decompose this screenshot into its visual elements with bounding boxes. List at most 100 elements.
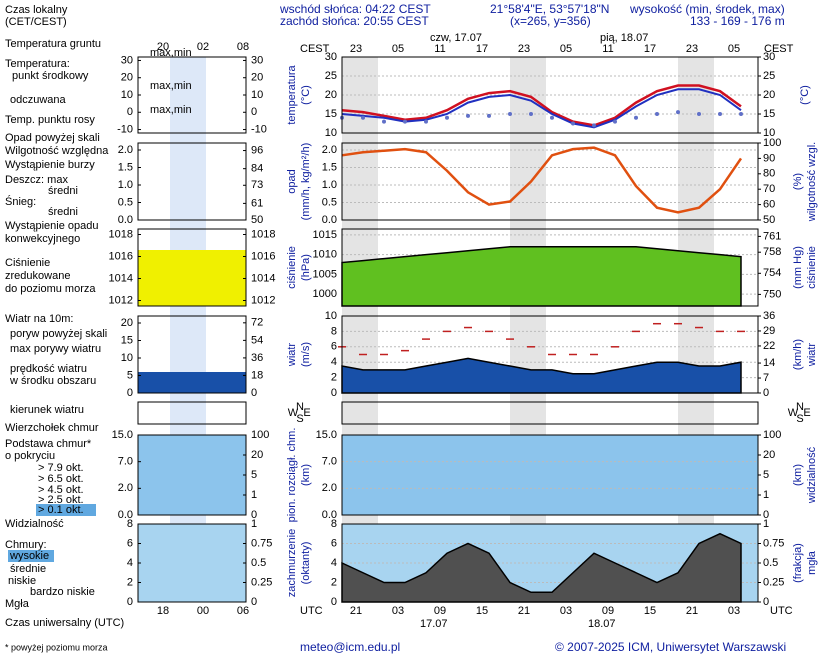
compass-label: W — [788, 407, 799, 419]
tick-label: 4 — [127, 557, 133, 569]
tick-label: 0.5 — [322, 196, 337, 208]
legend-text: Chmury: — [5, 539, 47, 551]
tick-label: 96 — [251, 144, 263, 156]
tick-label: 30 — [251, 54, 263, 66]
legend-text: Deszcz: max — [5, 174, 68, 186]
tick-label: 0.75 — [763, 537, 784, 549]
tick-label: 50 — [763, 214, 775, 226]
dot — [634, 115, 638, 120]
area — [341, 246, 742, 307]
legend-text: Temp. punktu rosy — [5, 114, 95, 126]
hour-label: 09 — [434, 605, 446, 617]
tick-label: 1010 — [313, 249, 337, 261]
tick-label: 5 — [763, 469, 769, 481]
day-band — [170, 57, 206, 602]
tick-label: 6 — [127, 537, 133, 549]
hour-label: 23 — [350, 43, 362, 55]
tick-label: 36 — [251, 352, 263, 364]
tick-label: 61 — [251, 197, 263, 209]
hour-label: 03 — [728, 605, 740, 617]
tick-label: 0.5 — [251, 557, 266, 569]
hour-label: 21 — [350, 605, 362, 617]
email: meteo@icm.edu.pl — [300, 640, 400, 654]
tick-label: 2 — [331, 372, 337, 384]
tick-label: 1018 — [109, 228, 133, 240]
axis-title: (km) — [792, 464, 804, 486]
tick-label: 0.5 — [763, 557, 778, 569]
legend-text: > 7.9 okt. — [38, 462, 84, 474]
tick-label: 2.0 — [322, 482, 337, 494]
tick-label: 1.0 — [322, 179, 337, 191]
area — [341, 357, 742, 394]
tick-label: 1012 — [251, 294, 275, 306]
dot — [424, 119, 428, 124]
tick-label: 7.0 — [118, 456, 133, 468]
line — [341, 146, 743, 214]
tick-label: 15 — [325, 108, 337, 120]
tick-label: 14 — [763, 357, 775, 369]
tick-label: 20 — [325, 89, 337, 101]
tick-label: 36 — [763, 310, 775, 322]
legend-text: max,min — [150, 104, 192, 116]
panel-frame — [341, 434, 759, 516]
hour-label: 09 — [602, 605, 614, 617]
axis-title: zachmurzenie — [286, 529, 298, 597]
tick-label: 1014 — [251, 272, 275, 284]
tz-label: CEST — [300, 43, 330, 55]
tick-label: 8 — [127, 518, 133, 530]
tick-label: 1015 — [313, 229, 337, 241]
panel-frame — [341, 142, 759, 221]
tick-label: 100 — [763, 137, 781, 149]
tick-label: 100 — [251, 429, 269, 441]
tick-label: 0.0 — [322, 509, 337, 521]
dot — [508, 112, 512, 116]
axis-title: pion. rozciągł. chm. — [286, 428, 298, 523]
legend-text: konwekcyjnego — [5, 233, 80, 245]
tick-label: 2 — [127, 576, 133, 588]
tick-label: 0 — [251, 387, 257, 399]
dot — [739, 112, 743, 116]
legend-text: max,min — [150, 47, 192, 59]
axis-title: temperatura — [286, 64, 298, 124]
day-label: czw, 17.07 — [430, 32, 482, 44]
legend-text: prędkość wiatru — [10, 363, 87, 375]
tick-label: 2 — [331, 576, 337, 588]
elevation-title: wysokość (min, środek, max) — [629, 2, 785, 16]
hour-label: 02 — [197, 41, 209, 53]
sunrise: wschód słońca: 04:22 CEST — [279, 2, 431, 16]
panel-frame — [341, 56, 759, 134]
axis-title: ciśnienie — [806, 246, 818, 289]
legend-text: do poziomu morza — [5, 283, 96, 295]
compass-label: N — [296, 401, 304, 413]
compass-label: S — [296, 413, 303, 425]
panel-frame — [341, 315, 759, 394]
panel-frame — [341, 401, 759, 425]
tick-label: 1016 — [251, 250, 275, 262]
hour-label: 05 — [392, 43, 404, 55]
dot — [445, 115, 449, 120]
coords: 21°58'4"E, 53°57'18"N — [490, 2, 609, 16]
tick-label: 30 — [325, 51, 337, 63]
legend-text: średni — [48, 206, 78, 218]
dot — [655, 112, 659, 116]
hour-label: 11 — [602, 43, 613, 55]
axis-title: wiatr — [806, 343, 818, 368]
line — [341, 88, 742, 129]
tick-label: 10 — [763, 127, 775, 139]
tick-label: 1.5 — [118, 161, 133, 173]
legend-text: zredukowane — [5, 270, 70, 282]
tick-label: 10 — [251, 89, 263, 101]
axis-title: (mm Hg) — [792, 246, 804, 289]
tick-label: 72 — [251, 317, 263, 329]
sunset: zachód słońca: 20:55 CEST — [280, 14, 429, 28]
panel-frame — [137, 142, 247, 221]
legend-text: Opad powyżej skali — [5, 132, 100, 144]
tick-label: 1 — [251, 518, 257, 530]
dot — [529, 112, 533, 116]
legend-text: Mgła — [5, 598, 30, 610]
tick-label: 15 — [121, 334, 133, 346]
tick-label: 4 — [331, 557, 337, 569]
tick-label: 0 — [331, 387, 337, 399]
legend-text: średnie — [10, 563, 46, 575]
hour-label: 03 — [392, 605, 404, 617]
